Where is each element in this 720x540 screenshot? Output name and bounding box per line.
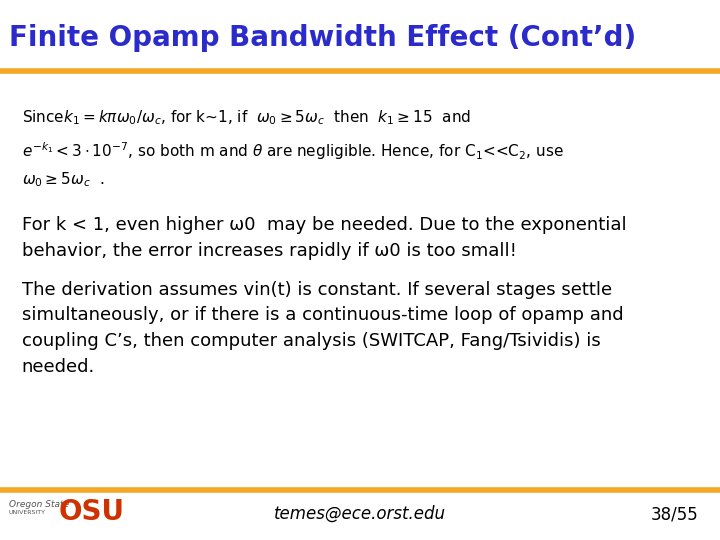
- Text: Finite Opamp Bandwidth Effect (Cont’d): Finite Opamp Bandwidth Effect (Cont’d): [9, 24, 636, 52]
- Text: OSU: OSU: [59, 498, 125, 526]
- Text: The derivation assumes vin(t) is constant. If several stages settle
simultaneous: The derivation assumes vin(t) is constan…: [22, 281, 624, 376]
- Text: Since$k_1 = k\pi\omega_0/\omega_c$, for k~1, if  $\omega_0 \geq 5\omega_c$  then: Since$k_1 = k\pi\omega_0/\omega_c$, for …: [22, 108, 471, 127]
- Text: temes@ece.orst.edu: temes@ece.orst.edu: [274, 505, 446, 523]
- Text: $\omega_0 \geq 5\omega_c$  .: $\omega_0 \geq 5\omega_c$ .: [22, 170, 104, 189]
- Text: For k < 1, even higher ω0  may be needed. Due to the exponential
behavior, the e: For k < 1, even higher ω0 may be needed.…: [22, 216, 626, 260]
- Text: Oregon State: Oregon State: [9, 500, 68, 509]
- Text: $e^{-k_1} < 3 \cdot 10^{-7}$, so both m and $\theta$ are negligible. Hence, for : $e^{-k_1} < 3 \cdot 10^{-7}$, so both m …: [22, 140, 563, 162]
- Text: 38/55: 38/55: [651, 505, 698, 523]
- Text: UNIVERSITY: UNIVERSITY: [9, 510, 45, 515]
